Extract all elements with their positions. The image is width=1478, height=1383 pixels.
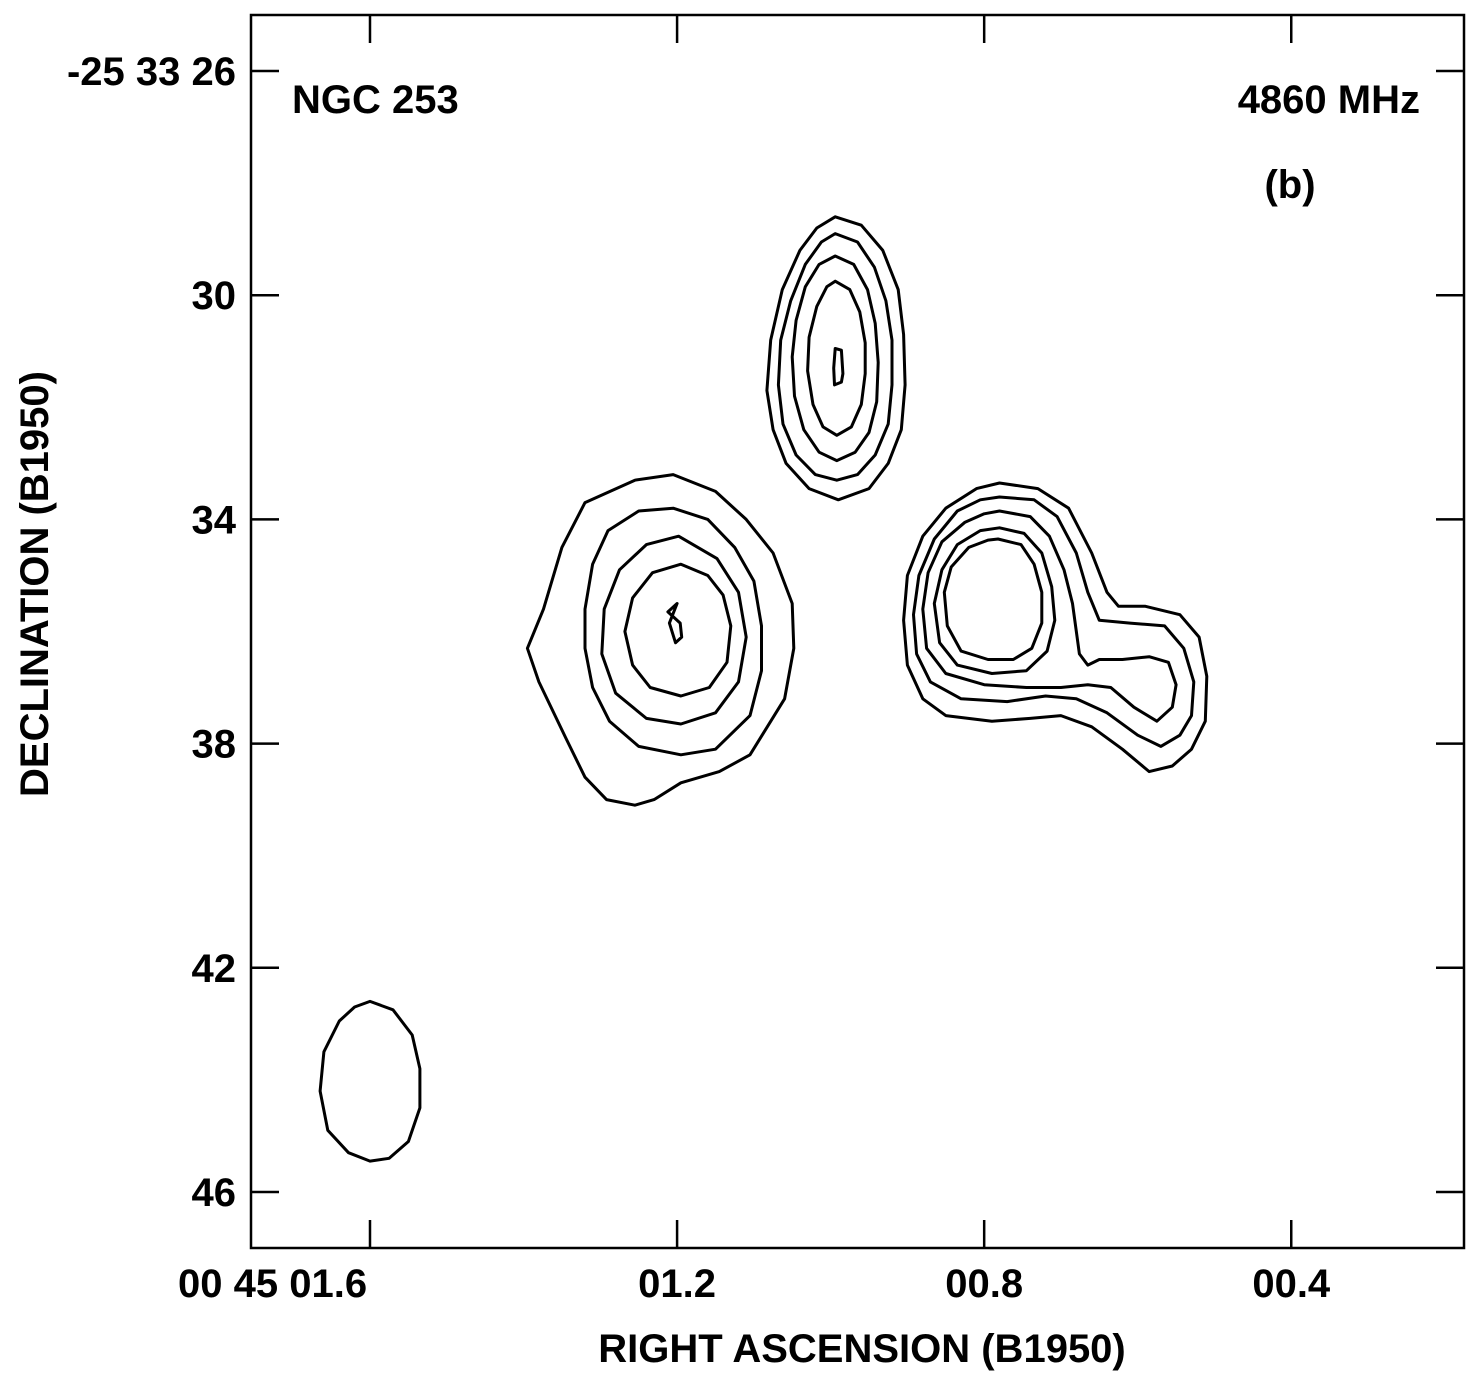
x-tick-labels: 00 45 01.6 01.2 00.8 00.4 bbox=[178, 1262, 1331, 1306]
y-axis-group: -25 33 26 30 34 38 42 46 DECLINATION (B1950) bbox=[13, 50, 1464, 1215]
panel-label: (b) bbox=[1264, 163, 1315, 207]
x-ticks bbox=[368, 15, 1293, 1248]
frequency-label: 4860 MHz bbox=[1238, 78, 1420, 122]
contour-east-level-3 bbox=[921, 509, 1178, 723]
contour-west-level-5 bbox=[666, 602, 684, 645]
contour-east-level-5 bbox=[942, 537, 1044, 661]
x-axis-title: RIGHT ASCENSION (B1950) bbox=[598, 1327, 1126, 1371]
y-tick-label: 30 bbox=[192, 274, 237, 318]
object-label: NGC 253 bbox=[292, 78, 459, 122]
contour-lines bbox=[318, 215, 1209, 1163]
y-ticks bbox=[251, 69, 1464, 1194]
x-tick-label: 00.4 bbox=[1252, 1262, 1331, 1306]
contour-north-level-4 bbox=[806, 279, 867, 437]
contour-west-level-1 bbox=[525, 473, 796, 807]
contour-west-level-3 bbox=[600, 534, 748, 726]
contour-north-level-3 bbox=[790, 254, 880, 463]
beam-ellipse bbox=[318, 999, 422, 1163]
contour-north-level-2 bbox=[776, 232, 894, 482]
contour-north-level-5 bbox=[832, 347, 845, 387]
contour-east-level-4 bbox=[932, 526, 1057, 675]
x-tick-label: 00 45 01.6 bbox=[178, 1262, 367, 1306]
y-tick-label: 34 bbox=[192, 498, 237, 542]
y-tick-label: -25 33 26 bbox=[67, 50, 236, 94]
y-tick-label: 42 bbox=[192, 947, 237, 991]
x-axis-group: 00 45 01.6 01.2 00.8 00.4 RIGHT ASCENSION (… bbox=[178, 15, 1331, 1371]
y-tick-label: 46 bbox=[192, 1171, 237, 1215]
contour-west-level-4 bbox=[623, 562, 733, 698]
y-axis-title: DECLINATION (B1950) bbox=[13, 371, 57, 797]
contour-west-level-2 bbox=[583, 506, 763, 757]
y-tick-labels: -25 33 26 30 34 38 42 46 bbox=[67, 50, 237, 1215]
plot-frame bbox=[249, 13, 1466, 1250]
contour-east-level-2 bbox=[912, 495, 1196, 748]
y-tick-label: 38 bbox=[192, 723, 237, 767]
contour-north-level-1 bbox=[765, 215, 907, 502]
contour-east-level-1 bbox=[902, 481, 1209, 774]
x-tick-label: 01.2 bbox=[638, 1262, 716, 1306]
x-tick-label: 00.8 bbox=[945, 1262, 1023, 1306]
